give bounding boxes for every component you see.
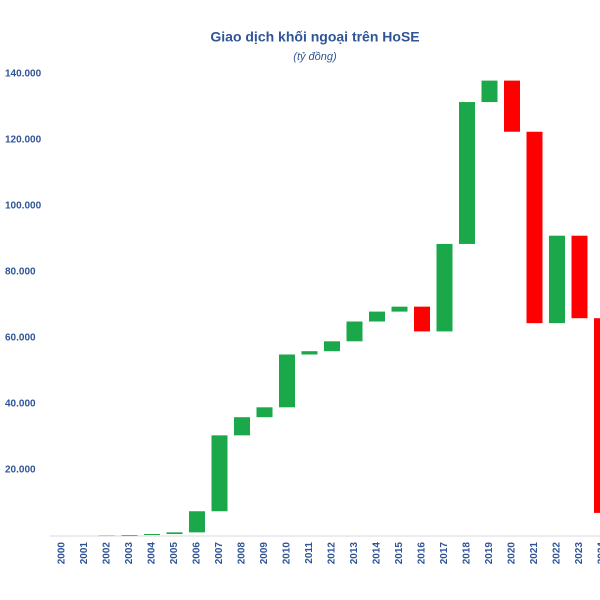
bar — [436, 243, 453, 332]
bar — [324, 341, 340, 352]
y-tick-label: 140.000 — [5, 69, 42, 80]
x-tick-label: 2012 — [327, 542, 338, 565]
x-tick-label: 2000 — [57, 542, 68, 565]
y-tick-label: 100.000 — [5, 201, 42, 212]
x-tick-label: 2022 — [552, 542, 563, 565]
x-tick-label: 2016 — [417, 542, 428, 565]
bar — [459, 102, 475, 244]
x-tick-label: 2021 — [529, 542, 540, 565]
bar — [346, 321, 363, 342]
bar — [414, 306, 430, 332]
x-tick-label: 2017 — [439, 542, 450, 565]
x-tick-label: 2001 — [79, 542, 90, 565]
x-tick-label: 2008 — [237, 542, 248, 565]
bar — [571, 235, 588, 319]
bar — [144, 534, 160, 536]
x-tick-label: 2019 — [484, 542, 495, 565]
chart-subtitle: (tỷ đồng) — [293, 51, 337, 63]
bar — [481, 80, 498, 103]
x-tick-label: 2024 — [597, 542, 600, 565]
chart-title: Giao dịch khối ngoại trên HoSE — [210, 29, 419, 45]
bar — [526, 131, 543, 324]
x-tick-label: 2007 — [214, 542, 225, 565]
x-tick-label: 2023 — [574, 542, 585, 565]
bar — [549, 235, 565, 324]
x-tick-label: 2020 — [507, 542, 518, 565]
x-tick-label: 2009 — [259, 542, 270, 565]
y-tick-label: 80.000 — [5, 267, 36, 278]
bar — [369, 311, 385, 322]
x-tick-label: 2003 — [124, 542, 135, 565]
bar — [594, 318, 600, 513]
x-tick-label: 2018 — [462, 542, 473, 565]
y-tick-label: 120.000 — [5, 135, 42, 146]
y-tick-label: 20.000 — [5, 465, 36, 476]
bar — [256, 407, 273, 418]
x-tick-label: 2013 — [349, 542, 360, 565]
x-tick-label: 2005 — [169, 542, 180, 565]
x-tick-label: 2014 — [372, 542, 383, 565]
x-tick-label: 2004 — [147, 542, 158, 565]
y-tick-label: 60.000 — [5, 333, 36, 344]
x-tick-label: 2015 — [394, 542, 405, 565]
bar — [189, 511, 205, 533]
x-tick-label: 2011 — [304, 542, 315, 564]
y-tick-label: 40.000 — [5, 399, 36, 410]
x-tick-label: 2010 — [282, 542, 293, 565]
x-tick-label: 2006 — [192, 542, 203, 565]
bar — [391, 306, 408, 312]
bar — [166, 532, 183, 535]
bar — [211, 435, 228, 512]
bar — [504, 80, 520, 132]
bar — [121, 535, 138, 536]
x-tick-label: 2002 — [102, 542, 113, 565]
bar — [301, 351, 318, 355]
bar — [234, 417, 250, 436]
bar — [279, 354, 295, 408]
